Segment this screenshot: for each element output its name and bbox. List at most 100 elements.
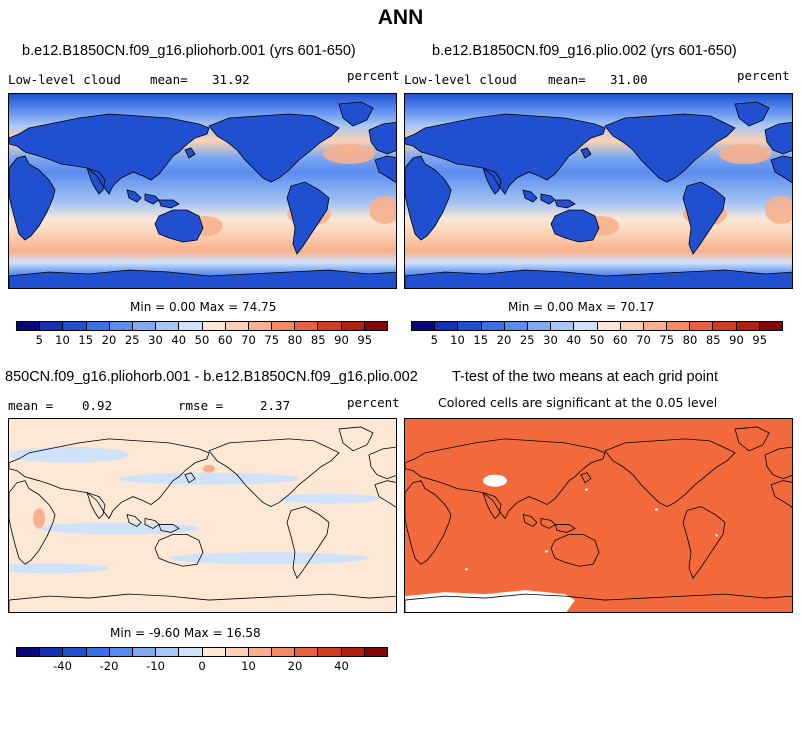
colorbar-tick-label: 10 xyxy=(241,659,256,673)
colorbar-swatch xyxy=(202,322,226,330)
coastline xyxy=(286,506,330,579)
land-fill xyxy=(339,102,373,126)
colorbar-swatch xyxy=(504,322,528,330)
colorbar-swatch xyxy=(179,648,203,656)
colorbar-swatch xyxy=(574,322,598,330)
colorbar-swatch xyxy=(40,648,64,656)
coastline xyxy=(734,101,770,127)
colorbar-swatch xyxy=(341,648,365,656)
negative-difference-area xyxy=(169,552,369,565)
colorbar-tick-label: 50 xyxy=(194,333,210,347)
colorbar-tick-label: 15 xyxy=(473,333,489,347)
land-fill xyxy=(551,210,599,242)
panel2-variable: Low-level cloud xyxy=(404,72,517,87)
colorbar-swatch xyxy=(86,648,110,656)
panel2-title: b.e12.B1850CN.f09_g16.plio.002 (yrs 601-… xyxy=(432,43,737,59)
coastline xyxy=(126,513,142,527)
colorbar-tick-label: 85 xyxy=(705,333,721,347)
panel1-units: percent xyxy=(347,68,400,83)
land-fill xyxy=(155,210,203,242)
coastline xyxy=(338,101,374,127)
coastline xyxy=(405,480,452,565)
colorbar-tick-label: 0 xyxy=(198,659,206,673)
colorbar-swatch xyxy=(40,322,64,330)
coastline xyxy=(554,524,576,533)
colorbar-tick-label: 20 xyxy=(287,659,303,673)
non-significant-cell xyxy=(585,488,588,491)
land-fill xyxy=(735,102,769,126)
colorbar-tick-label: 25 xyxy=(124,333,140,347)
colorbar-swatch xyxy=(132,648,157,656)
negative-difference-area xyxy=(279,493,379,504)
coastline xyxy=(580,472,592,484)
colorbar-swatch xyxy=(156,322,180,330)
colorbar-tick-label: 10 xyxy=(450,333,465,347)
colorbar-tick-label: 70 xyxy=(636,333,651,347)
colorbar-swatch xyxy=(364,648,387,656)
panel1-variable: Low-level cloud xyxy=(8,72,121,87)
coastline xyxy=(604,113,736,183)
significant-cells xyxy=(405,419,792,612)
colorbar-swatch xyxy=(458,322,482,330)
colorbar-tick-label: 40 xyxy=(334,659,349,673)
panel4-subtitle: Colored cells are significant at the 0.0… xyxy=(438,395,718,410)
land-fill xyxy=(209,114,339,182)
colorbar-tick-label: 15 xyxy=(78,333,94,347)
colorbar-swatch xyxy=(736,322,760,330)
coastline xyxy=(604,438,736,507)
diff-map-canvas xyxy=(9,419,396,612)
coastline xyxy=(540,518,556,529)
colorbar-swatch xyxy=(63,648,87,656)
panel2-colorbar xyxy=(411,321,783,331)
land-fill xyxy=(287,182,329,254)
colorbar-swatch xyxy=(597,322,621,330)
coastline xyxy=(184,147,196,159)
colorbar-swatch xyxy=(527,322,552,330)
coastline xyxy=(682,181,726,255)
colorbar-swatch xyxy=(225,322,249,330)
colorbar-swatch xyxy=(713,322,737,330)
panel2-colorbar-ticks: 5 10 15 20 25 30 40 50 60 70 75 80 85 90 95 xyxy=(411,333,783,347)
panel1-mean-label: mean= xyxy=(150,72,188,87)
land-fill xyxy=(555,200,575,208)
coastline xyxy=(734,426,770,452)
coastline xyxy=(482,167,502,195)
panel4-map xyxy=(404,418,793,613)
land-fill xyxy=(523,190,537,202)
coastline xyxy=(86,491,106,520)
coastline xyxy=(368,446,396,480)
coastline xyxy=(405,155,452,241)
colorbar-swatch xyxy=(248,648,273,656)
coastline xyxy=(405,593,792,612)
stratocumulus-deck xyxy=(323,144,375,164)
colorbar-tick-label: 60 xyxy=(612,333,628,347)
coastline xyxy=(405,438,606,520)
colorbar-swatch xyxy=(272,322,296,330)
coastline xyxy=(482,491,502,520)
non-significant-cell xyxy=(545,550,548,553)
land-fill xyxy=(771,156,792,183)
colorbar-tick-label: 70 xyxy=(241,333,256,347)
colorbar-tick-label: 80 xyxy=(287,333,303,347)
colorbar-swatch xyxy=(248,322,273,330)
land-fill xyxy=(9,156,55,240)
colorbar-tick-label: 30 xyxy=(543,333,558,347)
negative-difference-area xyxy=(9,563,109,574)
coastline xyxy=(154,534,204,567)
panel2-map xyxy=(404,93,793,289)
colorbar-tick-label: 90 xyxy=(729,333,744,347)
negative-difference-area xyxy=(9,446,129,463)
colorbar-swatch xyxy=(156,648,180,656)
colorbar-tick-label: 40 xyxy=(566,333,582,347)
panel1-colorbar xyxy=(16,321,388,331)
colorbar-tick-label: 80 xyxy=(682,333,698,347)
coastline xyxy=(86,167,106,195)
panel3-mean-value: 0.92 xyxy=(82,398,113,413)
coastline xyxy=(144,518,160,529)
coastline xyxy=(9,155,56,241)
coastline xyxy=(764,121,792,155)
colorbar-swatch xyxy=(643,322,668,330)
coastline xyxy=(374,480,396,508)
positive-difference-area xyxy=(33,508,45,529)
non-significant-cell xyxy=(655,508,658,511)
